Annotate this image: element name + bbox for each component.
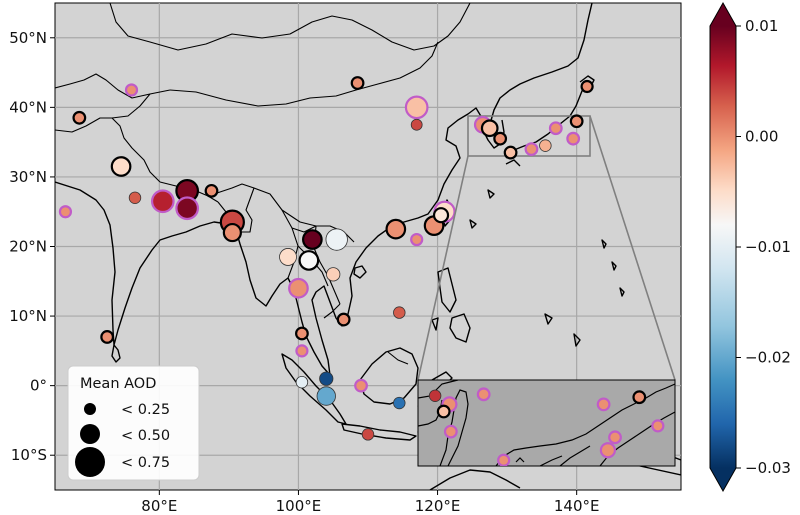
station-marker	[128, 191, 142, 205]
station-marker	[393, 396, 406, 410]
station-marker	[150, 189, 175, 214]
size-legend: Mean AOD < 0.25 < 0.50 < 0.75	[67, 365, 200, 481]
colorbar: 0.01 0.00 −0.01 −0.02 −0.03	[709, 1, 791, 493]
station-marker	[319, 371, 334, 386]
legend-marker-medium	[80, 424, 100, 444]
inset-station-markers	[428, 387, 665, 466]
station-marker	[298, 250, 320, 271]
lat-tick-label: 40°N	[9, 98, 47, 116]
lon-tick-label: 100°E	[276, 497, 322, 515]
colorbar-top-extension	[710, 3, 736, 26]
lat-tick-label: 10°N	[9, 307, 47, 325]
longitude-axis: 80°E 100°E 120°E 140°E	[141, 490, 599, 515]
station-marker	[58, 205, 73, 219]
colorbar-tick-label: 0.01	[745, 17, 778, 35]
station-marker	[493, 131, 508, 146]
inset-connector-right	[589, 115, 676, 381]
lat-tick-label: 20°N	[9, 238, 47, 256]
station-marker	[404, 95, 429, 120]
station-marker	[295, 375, 309, 389]
colorbar-tick-label: 0.00	[745, 128, 778, 146]
station-marker	[222, 222, 242, 243]
inset-station-marker	[651, 419, 665, 433]
station-marker	[480, 119, 499, 138]
inset-station-marker	[428, 389, 442, 402]
legend-label-small: < 0.25	[121, 402, 170, 418]
station-marker	[354, 378, 368, 393]
station-marker	[72, 110, 87, 125]
station-marker	[100, 330, 115, 344]
latitude-axis: 50°N 40°N 30°N 20°N 10°N 0° 10°S	[9, 29, 55, 464]
colorbar-gradient	[710, 26, 736, 468]
legend-box	[67, 365, 200, 481]
lat-tick-label: 50°N	[9, 29, 47, 47]
colorbar-tick-label: −0.01	[745, 238, 791, 256]
station-marker	[410, 118, 423, 131]
inset-station-marker	[443, 424, 458, 439]
station-marker	[325, 228, 348, 251]
legend-title: Mean AOD	[80, 376, 156, 392]
colorbar-bottom-extension	[710, 468, 736, 491]
station-marker	[302, 229, 323, 250]
inset-connector-left	[417, 155, 469, 381]
station-marker	[316, 386, 336, 406]
station-marker	[432, 207, 450, 224]
inset-background	[417, 379, 676, 467]
station-markers	[58, 76, 594, 441]
lat-tick-label: 10°S	[11, 446, 47, 464]
lon-tick-label: 140°E	[554, 497, 600, 515]
inset-station-marker	[436, 404, 451, 419]
inset-station-marker	[608, 430, 622, 445]
station-marker	[279, 248, 297, 266]
colorbar-ticks: 0.01 0.00 −0.01 −0.02 −0.03	[736, 17, 791, 477]
lon-tick-label: 120°E	[415, 497, 461, 515]
zoom-region-box	[467, 115, 591, 157]
station-marker	[110, 156, 132, 177]
inset-station-marker	[632, 390, 647, 405]
station-marker	[385, 218, 407, 240]
legend-label-large: < 0.75	[121, 455, 170, 471]
inset-station-marker	[596, 397, 611, 412]
inset-station-marker	[476, 387, 491, 402]
inset-station-marker	[599, 442, 616, 459]
station-marker	[410, 232, 424, 247]
station-marker	[361, 428, 375, 441]
colorbar-tick-label: −0.03	[745, 459, 791, 477]
station-marker	[503, 145, 518, 160]
legend-label-medium: < 0.50	[121, 428, 170, 444]
lat-tick-label: 0°	[30, 377, 47, 395]
colorbar-tick-label: −0.02	[745, 349, 791, 367]
station-marker	[288, 277, 309, 299]
station-marker	[204, 183, 219, 198]
station-marker	[336, 312, 351, 327]
station-marker	[580, 79, 594, 94]
station-marker	[569, 114, 584, 129]
station-marker	[393, 306, 406, 319]
country-borders	[55, 3, 471, 365]
station-marker	[295, 326, 309, 341]
station-marker	[524, 142, 539, 157]
station-marker	[548, 121, 563, 136]
station-marker	[350, 76, 365, 90]
legend-marker-small	[84, 403, 96, 415]
station-marker	[295, 344, 309, 358]
inset-map	[417, 379, 676, 467]
station-marker	[124, 83, 139, 97]
station-marker	[326, 267, 341, 282]
station-marker	[175, 196, 200, 221]
lon-tick-label: 80°E	[141, 497, 177, 515]
station-marker	[539, 139, 552, 152]
lat-tick-label: 30°N	[9, 168, 47, 186]
station-marker	[566, 131, 581, 146]
inset-station-marker	[497, 453, 511, 466]
legend-marker-large	[75, 447, 105, 477]
